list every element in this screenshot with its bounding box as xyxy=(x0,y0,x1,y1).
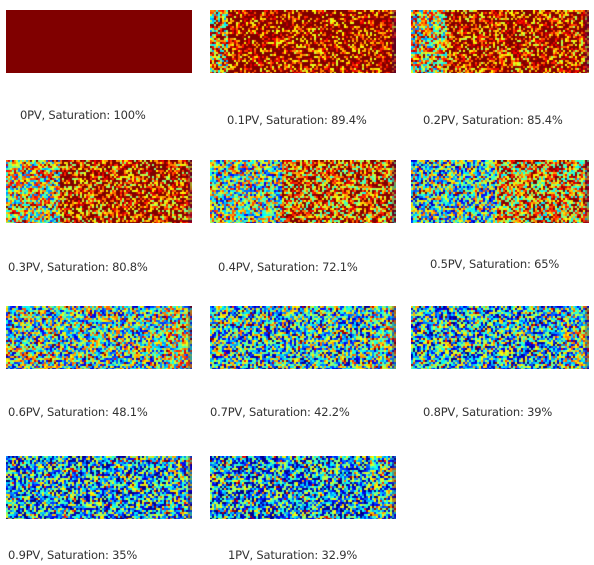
saturation-map-1pv xyxy=(210,456,396,519)
caption-0.2pv: 0.2PV, Saturation: 85.4% xyxy=(423,113,563,127)
caption-0.8pv: 0.8PV, Saturation: 39% xyxy=(423,405,553,419)
saturation-map-0pv xyxy=(6,10,192,73)
saturation-map-0.4pv xyxy=(210,160,396,223)
caption-0.4pv: 0.4PV, Saturation: 72.1% xyxy=(218,260,358,274)
caption-0.3pv: 0.3PV, Saturation: 80.8% xyxy=(8,260,148,274)
caption-0.1pv: 0.1PV, Saturation: 89.4% xyxy=(227,113,367,127)
saturation-map-0.8pv xyxy=(411,306,594,369)
caption-0.6pv: 0.6PV, Saturation: 48.1% xyxy=(8,405,148,419)
saturation-map-0.7pv xyxy=(210,306,396,369)
saturation-map-0.1pv xyxy=(210,10,396,73)
caption-0pv: 0PV, Saturation: 100% xyxy=(20,108,146,122)
saturation-map-0.5pv xyxy=(411,160,594,223)
saturation-map-0.9pv xyxy=(6,456,192,519)
saturation-map-0.6pv xyxy=(6,306,192,369)
caption-0.5pv: 0.5PV, Saturation: 65% xyxy=(430,257,560,271)
caption-0.9pv: 0.9PV, Saturation: 35% xyxy=(8,548,138,562)
caption-0.7pv: 0.7PV, Saturation: 42.2% xyxy=(210,405,350,419)
saturation-map-0.3pv xyxy=(6,160,192,223)
saturation-map-0.2pv xyxy=(411,10,594,73)
caption-1pv: 1PV, Saturation: 32.9% xyxy=(228,548,358,562)
